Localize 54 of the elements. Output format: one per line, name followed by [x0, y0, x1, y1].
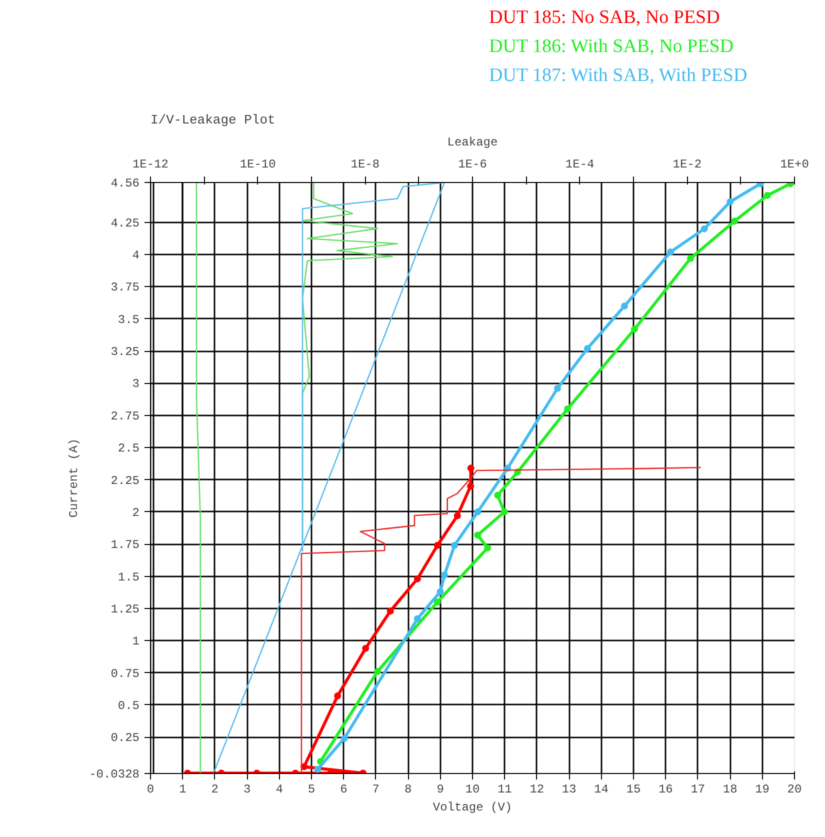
text: DUT 187: With SAB, With PESD	[489, 65, 748, 87]
x-tick-label: 6	[340, 782, 348, 796]
x2-tick-label: 1E-6	[458, 158, 487, 172]
y-tick-label: 2	[132, 506, 140, 520]
y-tick-label: 2.5	[118, 442, 140, 456]
x2-axis-title: Leakage	[447, 136, 498, 150]
y-tick-label: 3.25	[110, 345, 140, 360]
y-tick-label: 2.75	[110, 409, 140, 424]
x-tick-label: 17	[690, 782, 706, 796]
x-tick-label: 8	[404, 782, 412, 796]
y-tick-label: 3	[132, 377, 140, 392]
y-tick-label: 0.25	[110, 731, 140, 746]
y-tick-label: 0.5	[118, 698, 140, 713]
text: DUT 185: No SAB, No PESD	[489, 7, 720, 29]
x-tick-label: 16	[658, 782, 673, 796]
x-tick-label: 1	[179, 782, 186, 796]
y-tick-label: 4	[132, 248, 140, 263]
x-tick-label: 18	[722, 782, 738, 796]
y-tick-label: 1	[132, 634, 140, 649]
x-tick-label: 2	[211, 782, 219, 796]
y-axis-title: Current (A)	[67, 438, 82, 518]
y-tick-label: 1.5	[118, 570, 140, 584]
x-tick-label: 4	[276, 782, 283, 796]
x-tick-label: 19	[755, 782, 770, 796]
x2-tick-label: 1E-2	[672, 158, 702, 172]
x2-tick-label: 1E+0	[780, 158, 809, 172]
x-tick-label: 12	[530, 782, 544, 796]
x-axis-title: Voltage (V)	[432, 800, 512, 814]
text: DUT 186: With SAB, No PESD	[489, 36, 734, 58]
x2-tick-label: 1E-12	[132, 158, 169, 172]
y-tick-label: 0.75	[110, 666, 140, 681]
y-tick-label: -0.0328	[89, 768, 140, 782]
x2-tick-label: 1E-4	[565, 158, 594, 172]
x-tick-label: 20	[787, 782, 802, 796]
x-tick-label: 10	[465, 782, 480, 796]
chart-title: I/V-Leakage Plot	[150, 112, 276, 128]
x2-tick-label: 1E-8	[350, 158, 380, 172]
x-tick-label: 0	[146, 782, 154, 796]
x-tick-label: 9	[436, 782, 444, 796]
y-tick-label: 4.25	[110, 216, 140, 230]
y-tick-label: 1.75	[110, 538, 140, 552]
x2-tick-label: 1E-10	[240, 158, 276, 172]
x-tick-label: 7	[372, 782, 380, 796]
x-tick-label: 13	[562, 782, 576, 796]
x-tick-label: 5	[308, 782, 316, 796]
x-tick-label: 3	[244, 782, 251, 796]
x-tick-label: 15	[626, 782, 641, 796]
y-tick-label: 3.75	[110, 280, 140, 295]
y-tick-label: 2.25	[110, 474, 140, 488]
y-tick-label: 3.5	[118, 312, 140, 327]
x-tick-label: 14	[594, 782, 609, 796]
y-tick-label: 4.56	[110, 176, 140, 190]
x-tick-label: 11	[498, 782, 512, 796]
y-tick-label: 1.25	[110, 602, 140, 616]
